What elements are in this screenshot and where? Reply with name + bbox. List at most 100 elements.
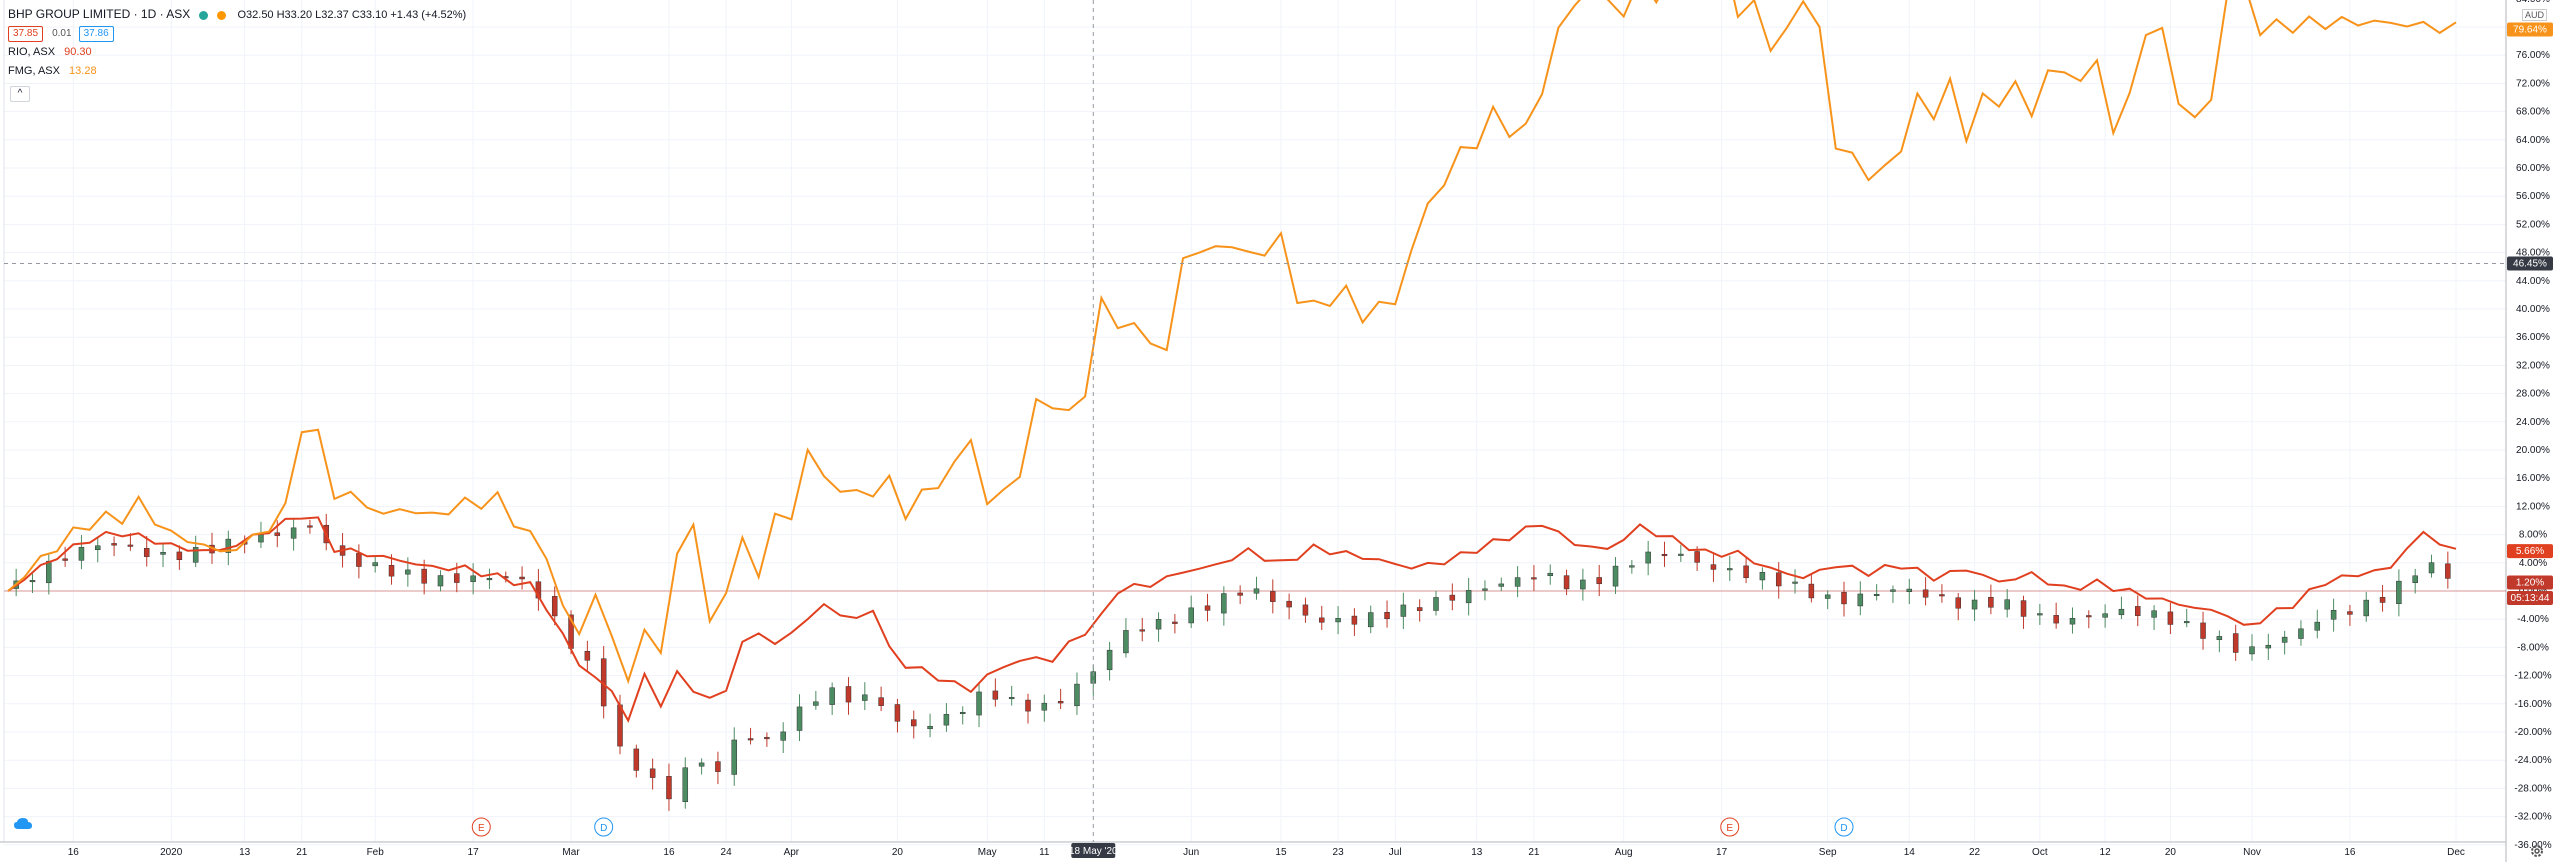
- x-tick-label: 16: [2344, 847, 2356, 858]
- candle-body: [1955, 597, 1961, 609]
- candle-body: [1106, 649, 1113, 671]
- candle-body: [1824, 594, 1831, 599]
- market-status-icon: [199, 10, 209, 20]
- price-label-box: [2507, 575, 2553, 590]
- candle-body: [1449, 594, 1456, 601]
- price-label: 79.64%: [2513, 25, 2547, 36]
- candle-body: [2314, 621, 2321, 631]
- candle-body: [911, 719, 917, 727]
- x-tick-label: Nov: [2243, 847, 2261, 858]
- price-labels: 79.64% 5.66% 1.20% 05:13:44 46.45%: [2507, 22, 2553, 606]
- candle-body: [2347, 611, 2353, 615]
- symbol-title[interactable]: BHP GROUP LIMITED · 1D · ASX: [8, 7, 191, 21]
- x-tick-label: Jun: [1183, 847, 1199, 858]
- candle-body: [1057, 701, 1064, 704]
- candle-body: [2412, 575, 2418, 584]
- spread-value: 0.01: [52, 28, 72, 39]
- candle-body: [143, 548, 150, 557]
- x-tick-label: Jul: [1389, 847, 1402, 858]
- candle-body: [2069, 618, 2076, 625]
- candle-body: [1074, 683, 1080, 707]
- event-marker-label: E: [1726, 823, 1733, 834]
- candle-body: [1041, 702, 1048, 711]
- compare-series-rio[interactable]: RIO, ASX 90.30: [8, 45, 466, 59]
- bid-price-button[interactable]: 37.85: [8, 26, 44, 42]
- ask-price-button[interactable]: 37.86: [78, 26, 114, 42]
- candle-body: [2135, 606, 2141, 616]
- x-tick-label: Dec: [2447, 847, 2465, 858]
- x-tick-label: 20: [892, 847, 904, 858]
- y-tick-label: 76.00%: [2516, 50, 2550, 61]
- y-tick-label: 72.00%: [2516, 78, 2550, 89]
- candle-body: [715, 761, 721, 772]
- candle-body: [943, 714, 950, 726]
- candle-body: [1890, 589, 1896, 592]
- x-tick-label: 21: [1528, 847, 1540, 858]
- currency-label[interactable]: AUD: [2522, 9, 2548, 21]
- candle-body: [1416, 607, 1423, 611]
- candle-body: [551, 596, 558, 617]
- candle-body: [356, 553, 362, 567]
- candle-body: [1873, 593, 1880, 596]
- candle-body: [127, 544, 134, 547]
- candle-body: [454, 573, 460, 583]
- compare-series-fmg[interactable]: FMG, ASX 13.28: [8, 64, 466, 78]
- y-tick-label: 8.00%: [2519, 530, 2547, 541]
- x-tick-label: 16: [68, 847, 80, 858]
- y-tick-label: 20.00%: [2516, 445, 2550, 456]
- candle-body: [2445, 563, 2451, 579]
- candle-body: [62, 558, 68, 561]
- candle-body: [927, 725, 933, 730]
- candle-body: [1433, 597, 1439, 611]
- x-tick-label: 2020: [160, 847, 183, 858]
- candle-body: [1988, 597, 1994, 608]
- x-tick-label: Aug: [1615, 847, 1633, 858]
- legend-collapse-button[interactable]: ^: [10, 86, 30, 102]
- candle-body: [2037, 613, 2043, 616]
- candle-body: [2249, 646, 2255, 655]
- candle-body: [1188, 607, 1194, 624]
- candle-body: [274, 532, 281, 536]
- candle-body: [1922, 589, 1929, 598]
- candle-body: [1253, 588, 1260, 594]
- candle-body: [1939, 594, 1945, 597]
- price-label-box: [2507, 22, 2553, 37]
- event-marker: [1720, 817, 1740, 837]
- candle-body: [1123, 630, 1129, 654]
- candle-body: [1172, 621, 1178, 624]
- candle-body: [470, 575, 476, 582]
- crosshair-date-box: [1071, 843, 1116, 858]
- y-tick-label: 16.00%: [2516, 473, 2550, 484]
- price-label-box: [2507, 544, 2553, 559]
- y-tick-label: -16.00%: [2514, 699, 2551, 710]
- x-tick-label: 21: [296, 847, 308, 858]
- candle-body: [1237, 592, 1243, 596]
- candle-body: [1319, 617, 1325, 623]
- candle-body: [584, 651, 591, 661]
- candle-body: [2151, 610, 2157, 618]
- event-marker-label: D: [1840, 823, 1847, 834]
- candle-body: [976, 691, 982, 716]
- cloud-logo-icon: [14, 818, 32, 829]
- candle-body: [1971, 599, 1978, 610]
- x-tick-label: 20: [2165, 847, 2177, 858]
- y-tick-label: -20.00%: [2514, 727, 2551, 738]
- candle-body: [2200, 622, 2206, 639]
- candle-body: [845, 686, 852, 703]
- candle-body: [1580, 579, 1586, 590]
- candle-body: [2379, 597, 2386, 603]
- candle-body: [2281, 636, 2288, 643]
- candle-body: [2004, 599, 2010, 610]
- candle-body: [2396, 580, 2402, 604]
- event-marker-label: E: [478, 823, 485, 834]
- y-tick-label: 84.00%: [2516, 0, 2550, 5]
- bhp-candles: [13, 513, 2451, 811]
- candle-body: [1629, 565, 1635, 568]
- delayed-data-icon: [217, 10, 227, 20]
- y-tick-label: -36.00%: [2514, 840, 2551, 851]
- y-tick-label: -8.00%: [2517, 642, 2549, 653]
- gear-icon[interactable]: [2530, 844, 2544, 858]
- candle-body: [29, 580, 36, 583]
